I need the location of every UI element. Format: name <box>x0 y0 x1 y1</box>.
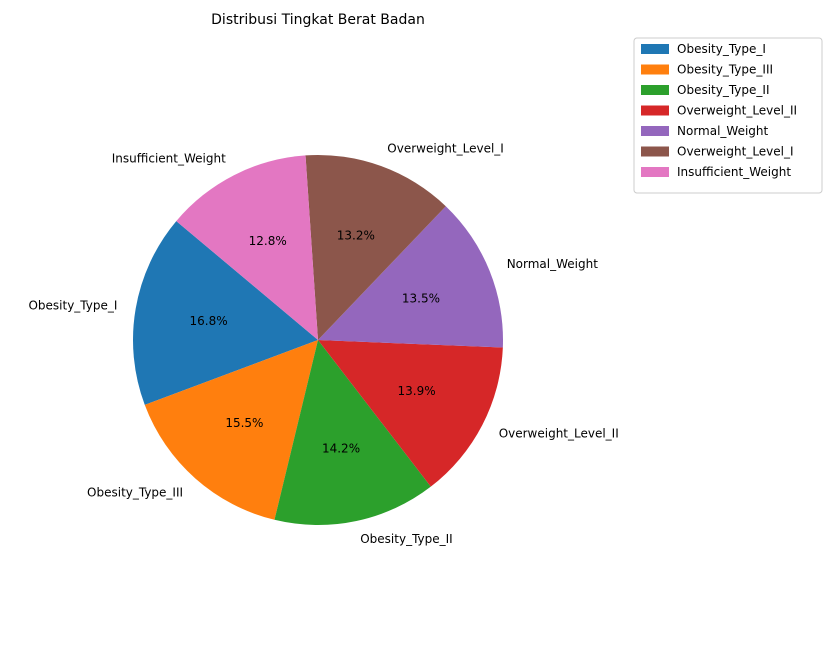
pie-slice-normal-weight <box>318 206 504 348</box>
slice-label-overweight-level-i: Overweight_Level_I <box>387 142 504 156</box>
legend-label-overweight-level-ii: Overweight_Level_II <box>677 104 797 118</box>
legend-swatch-obesity-type-i <box>641 44 669 54</box>
legend-swatch-insufficient-weight <box>641 167 669 177</box>
legend-swatch-normal-weight <box>641 126 669 136</box>
pie-slice-overweight-level-i <box>305 154 446 340</box>
percent-label-insufficient-weight: 12.8% <box>249 234 287 248</box>
percent-label-obesity-type-i: 16.8% <box>190 314 228 328</box>
slice-label-obesity-type-ii: Obesity_Type_II <box>360 532 452 546</box>
slice-label-obesity-type-iii: Obesity_Type_III <box>87 485 183 499</box>
legend-swatch-obesity-type-iii <box>641 64 669 75</box>
percent-labels: 16.8% 15.5% 14.2% 13.9% 13.5% 13.2% 12.8% <box>190 229 440 456</box>
chart-title: Distribusi Tingkat Berat Badan <box>211 12 425 28</box>
legend-label-overweight-level-i: Overweight_Level_I <box>677 145 794 159</box>
pie-slices <box>132 154 504 525</box>
slice-label-normal-weight: Normal_Weight <box>507 257 599 271</box>
percent-label-obesity-type-ii: 14.2% <box>322 442 360 456</box>
legend-label-normal-weight: Normal_Weight <box>677 124 769 138</box>
legend-swatch-obesity-type-ii <box>641 85 669 95</box>
pie-slice-obesity-type-iii <box>144 340 318 520</box>
percent-label-normal-weight: 13.5% <box>402 291 440 305</box>
legend-label-obesity-type-i: Obesity_Type_I <box>677 42 766 56</box>
legend-label-obesity-type-ii: Obesity_Type_II <box>677 83 769 97</box>
legend-label-insufficient-weight: Insufficient_Weight <box>677 165 791 179</box>
pie-slice-obesity-type-i <box>132 221 318 405</box>
legend-swatch-overweight-level-ii <box>641 105 669 116</box>
slice-label-obesity-type-i: Obesity_Type_I <box>28 299 117 313</box>
percent-label-overweight-level-ii: 13.9% <box>397 384 435 398</box>
pie-slice-obesity-type-ii <box>274 340 431 525</box>
slice-labels: Obesity_Type_I Obesity_Type_III Obesity_Ty… <box>28 142 618 546</box>
percent-label-obesity-type-iii: 15.5% <box>225 416 263 430</box>
pie-slice-insufficient-weight <box>176 155 318 340</box>
legend-swatch-overweight-level-i <box>641 146 669 157</box>
legend-label-obesity-type-iii: Obesity_Type_III <box>677 63 773 77</box>
pie-slice-overweight-level-ii <box>318 340 503 487</box>
percent-label-overweight-level-i: 13.2% <box>337 229 375 243</box>
slice-label-insufficient-weight: Insufficient_Weight <box>112 152 226 166</box>
legend-frame <box>633 37 823 194</box>
slice-label-overweight-level-ii: Overweight_Level_II <box>499 427 619 441</box>
legend-items: Obesity_Type_I Obesity_Type_III Obesity_Ty… <box>641 42 797 179</box>
legend: Obesity_Type_I Obesity_Type_III Obesity_Ty… <box>633 37 823 194</box>
